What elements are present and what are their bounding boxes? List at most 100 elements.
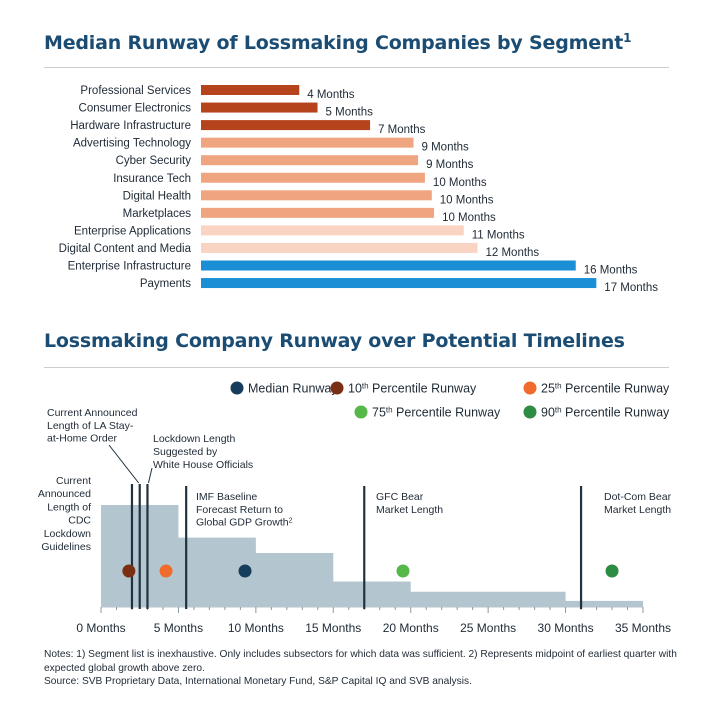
- runway-step-area: [101, 505, 643, 607]
- runway-timeline-chart: 0 Months 5 Months 10 Months 15 Months 20 Mon…: [38, 381, 672, 635]
- legend-marker-10th-percentile-runway: [330, 381, 344, 395]
- data-label-professional-services: 4 Months: [307, 89, 355, 101]
- x-tick-label-35: 35 Months: [615, 621, 671, 635]
- legend-marker-90th-percentile-runway: [523, 405, 537, 419]
- legend-ordinal: th: [555, 381, 562, 390]
- bar-hardware-infrastructure: [201, 120, 371, 131]
- bar-marketplaces: [201, 207, 435, 218]
- notes-text: Notes: 1) Segment list is inexhaustive. …: [44, 649, 677, 674]
- annotation-la-stay-at-home: at-Home Order: [47, 433, 118, 445]
- x-tick-label-5: 5 Months: [154, 621, 203, 635]
- data-label-hardware-infrastructure: 7 Months: [378, 124, 426, 136]
- annotation-la-stay-at-home: Current Announced: [47, 407, 138, 419]
- bar-insurance-tech: [201, 172, 425, 183]
- category-label-advertising-technology: Advertising Technology: [73, 138, 191, 150]
- segment-runway-bar-chart: Professional Services 4 Months Consumer El…: [59, 85, 658, 294]
- category-label-consumer-electronics: Consumer Electronics: [79, 103, 192, 115]
- legend-marker-25th-percentile-runway: [523, 381, 537, 395]
- annotation-cdc-lockdown: Lockdown: [44, 528, 91, 540]
- x-tick-label-20: 20 Months: [383, 621, 439, 635]
- footnotes: Notes: 1) Segment list is inexhaustive. …: [44, 648, 684, 689]
- legend-ordinal: th: [555, 405, 562, 414]
- legend-text: Percentile Runway: [562, 406, 670, 420]
- category-label-insurance-tech: Insurance Tech: [113, 173, 191, 185]
- annotation-white-house: Suggested by: [153, 446, 218, 458]
- data-label-advertising-technology: 9 Months: [422, 142, 470, 154]
- bar-consumer-electronics: [201, 102, 318, 113]
- x-tick-label-0: 0 Months: [76, 621, 125, 635]
- annotation-leader: [108, 444, 140, 484]
- annotation-dotcom-bear: Dot-Com Bear: [604, 491, 672, 503]
- legend-label-90th-percentile-runway: 90th Percentile Runway: [541, 405, 670, 420]
- data-label-consumer-electronics: 5 Months: [326, 107, 374, 119]
- annotation-cdc-lockdown: Guidelines: [41, 541, 91, 553]
- data-label-enterprise-infrastructure: 16 Months: [584, 265, 638, 277]
- data-label-marketplaces: 10 Months: [442, 212, 496, 224]
- bar-enterprise-infrastructure: [201, 260, 576, 271]
- bar-payments: [201, 278, 597, 289]
- x-tick-label-25: 25 Months: [460, 621, 516, 635]
- legend-text: Percentile Runway: [393, 406, 501, 420]
- point-75th-percentile-runway: [396, 564, 410, 578]
- data-label-payments: 17 Months: [604, 282, 658, 294]
- chart-title-segments: Median Runway of Lossmaking Companies by…: [44, 31, 632, 54]
- x-tick-label-15: 15 Months: [305, 621, 361, 635]
- data-label-cyber-security: 9 Months: [426, 159, 474, 171]
- annotation-imf-baseline: IMF Baseline: [196, 491, 257, 503]
- chart-title-timelines: Lossmaking Company Runway over Potential…: [44, 330, 625, 352]
- annotation-cdc-lockdown: Length of: [47, 501, 91, 513]
- category-label-marketplaces: Marketplaces: [123, 208, 192, 220]
- annotation-leader: [147, 467, 153, 484]
- x-tick-label-10: 10 Months: [228, 621, 284, 635]
- title-divider: [44, 367, 669, 368]
- annotation-cdc-lockdown: Announced: [38, 488, 91, 500]
- legend-number: 10: [348, 382, 362, 396]
- data-label-digital-health: 10 Months: [440, 194, 494, 206]
- bar-advertising-technology: [201, 137, 414, 148]
- legend-number: 25: [541, 382, 555, 396]
- bar-enterprise-applications: [201, 225, 464, 236]
- legend-label-median-runway: Median Runway: [248, 382, 338, 396]
- data-label-enterprise-applications: 11 Months: [472, 229, 525, 241]
- legend-label-75th-percentile-runway: 75th Percentile Runway: [372, 405, 501, 420]
- category-label-enterprise-infrastructure: Enterprise Infrastructure: [68, 261, 191, 273]
- annotation-imf-baseline: Forecast Return to: [196, 504, 283, 516]
- annotation-cdc-lockdown: CDC: [68, 515, 91, 527]
- bar-digital-content-and-media: [201, 242, 478, 253]
- category-label-professional-services: Professional Services: [80, 85, 191, 97]
- annotation-gfc-bear: GFC Bear: [376, 491, 424, 503]
- annotation-white-house: White House Officials: [153, 459, 253, 471]
- bar-cyber-security: [201, 155, 419, 166]
- point-10th-percentile-runway: [122, 564, 136, 578]
- data-label-insurance-tech: 10 Months: [433, 177, 487, 189]
- legend-number: 75: [372, 406, 386, 420]
- annotation-cdc-lockdown: Current: [56, 475, 91, 487]
- legend-ordinal: th: [362, 381, 369, 390]
- legend-number: 90: [541, 406, 555, 420]
- annotation-imf-baseline: Global GDP Growth2: [196, 517, 293, 529]
- category-label-payments: Payments: [140, 278, 191, 290]
- annotation-gfc-bear: Market Length: [376, 504, 443, 516]
- title-divider: [44, 67, 669, 68]
- legend-marker-median-runway: [230, 381, 244, 395]
- category-label-hardware-infrastructure: Hardware Infrastructure: [70, 120, 191, 132]
- annotation-dotcom-bear: Market Length: [604, 504, 671, 516]
- source-text: Source: SVB Proprietary Data, Internatio…: [44, 676, 472, 687]
- point-median-runway: [238, 564, 252, 578]
- category-label-cyber-security: Cyber Security: [116, 155, 192, 167]
- data-label-digital-content-and-media: 12 Months: [485, 247, 539, 259]
- point-90th-percentile-runway: [605, 564, 619, 578]
- legend-label-25th-percentile-runway: 25th Percentile Runway: [541, 381, 670, 396]
- point-25th-percentile-runway: [159, 564, 173, 578]
- legend-text: Percentile Runway: [369, 382, 477, 396]
- legend-label-10th-percentile-runway: 10th Percentile Runway: [348, 381, 477, 396]
- category-label-enterprise-applications: Enterprise Applications: [74, 225, 191, 237]
- category-label-digital-health: Digital Health: [123, 190, 191, 202]
- footnote-marker: 2: [289, 517, 293, 524]
- bar-professional-services: [201, 85, 300, 95]
- legend-marker-75th-percentile-runway: [354, 405, 368, 419]
- annotation-white-house: Lockdown Length: [153, 433, 235, 445]
- legend-text: Percentile Runway: [562, 382, 670, 396]
- x-tick-label-30: 30 Months: [538, 621, 594, 635]
- bar-digital-health: [201, 190, 432, 201]
